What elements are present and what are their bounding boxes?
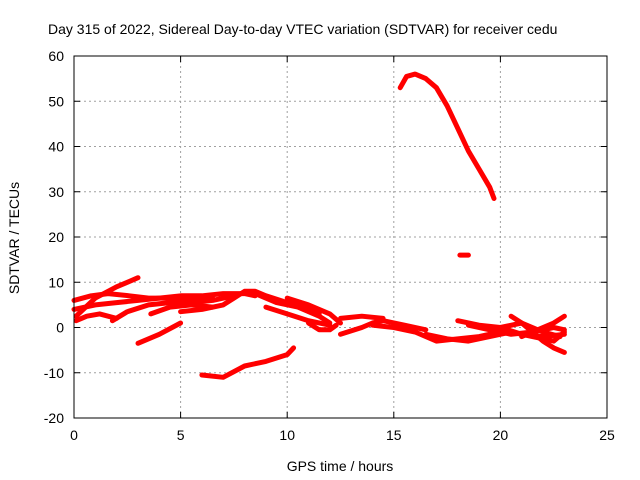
x-tick-label: 25	[599, 427, 615, 443]
x-tick-label: 10	[279, 427, 295, 443]
y-tick-label: 20	[48, 229, 64, 245]
y-tick-label: 60	[48, 48, 64, 64]
series-arc23	[397, 71, 497, 201]
y-tick-label: -10	[44, 365, 64, 381]
x-tick-label: 0	[70, 427, 78, 443]
series-arc5	[109, 293, 237, 324]
y-tick-label: 40	[48, 139, 64, 155]
x-tick-label: 5	[177, 427, 185, 443]
x-tick-label: 20	[493, 427, 509, 443]
y-tick-label: 10	[48, 274, 64, 290]
data-series	[71, 71, 567, 380]
series-arc9	[199, 345, 297, 380]
x-axis-label: GPS time / hours	[287, 458, 394, 474]
y-tick-label: 0	[56, 320, 64, 336]
y-tick-label: -20	[44, 410, 64, 426]
y-axis-label: SDTVAR / TECUs	[6, 182, 22, 294]
series-arc14	[338, 318, 429, 337]
axis-ticks: 0 5 10 15 20 25 -20 -10 0 10 20 30 40 50 60	[44, 48, 615, 443]
chart-title: Day 315 of 2022, Sidereal Day-to-day VTE…	[48, 21, 557, 37]
series-arc11	[263, 304, 333, 328]
series-arc7	[148, 302, 216, 317]
grid	[74, 56, 607, 418]
y-tick-label: 50	[48, 93, 64, 109]
series-arc21	[497, 325, 567, 340]
series-arc13	[306, 320, 339, 333]
series-arc12	[284, 295, 343, 326]
series-arc15	[338, 313, 386, 321]
series-arc22	[519, 313, 567, 340]
series-arc10	[252, 291, 333, 326]
x-tick-label: 15	[386, 427, 402, 443]
series-arc6	[135, 320, 184, 346]
y-tick-label: 30	[48, 184, 64, 200]
series-arc4	[73, 311, 120, 324]
